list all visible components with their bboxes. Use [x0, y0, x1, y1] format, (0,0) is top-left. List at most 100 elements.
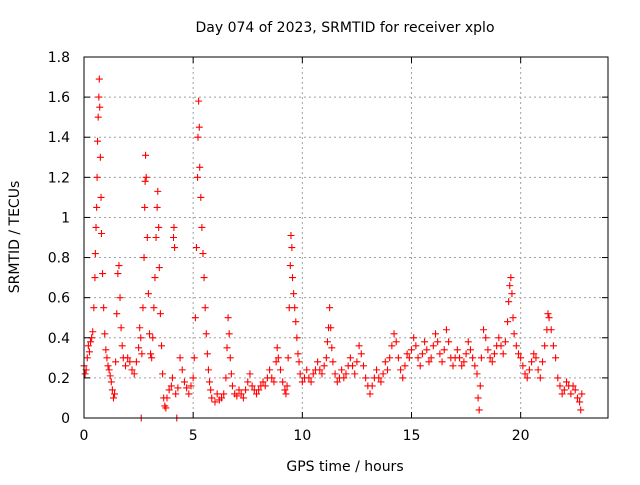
y-axis-label: SRMTID / TECUs [7, 181, 23, 294]
data-point [490, 350, 498, 358]
data-point [427, 354, 435, 362]
data-point [81, 370, 89, 378]
points-layer [80, 75, 586, 422]
data-point [429, 342, 437, 350]
data-point [290, 290, 298, 298]
data-point [94, 137, 102, 145]
data-point [560, 386, 568, 394]
data-point [103, 354, 111, 362]
data-point [211, 398, 219, 406]
data-point [460, 358, 468, 366]
data-point [224, 314, 232, 322]
data-point [329, 358, 337, 366]
data-point [135, 344, 143, 352]
data-point [199, 250, 207, 258]
data-point [475, 406, 483, 414]
data-point [163, 394, 171, 402]
data-point [156, 310, 164, 318]
data-point [165, 386, 173, 394]
data-point [105, 366, 113, 374]
data-point [94, 113, 102, 121]
data-point [323, 338, 331, 346]
data-point [399, 374, 407, 382]
data-point [349, 362, 357, 370]
data-point [287, 231, 295, 239]
data-point [83, 354, 91, 362]
data-point [517, 354, 525, 362]
data-point [373, 366, 381, 374]
data-point [201, 304, 209, 312]
data-point [195, 97, 203, 105]
data-point [307, 378, 315, 386]
data-point [383, 366, 391, 374]
data-point [113, 310, 121, 318]
data-point [328, 344, 336, 352]
data-point [288, 244, 296, 252]
data-point [226, 354, 234, 362]
data-point [117, 324, 125, 332]
data-point [474, 394, 482, 402]
data-point [476, 382, 484, 390]
data-point [95, 93, 103, 101]
data-point [92, 223, 100, 231]
data-point [266, 366, 274, 374]
data-point [171, 244, 179, 252]
data-point [170, 223, 178, 231]
data-point [534, 366, 542, 374]
data-point [414, 354, 422, 362]
data-point [143, 234, 151, 241]
data-point [167, 382, 175, 390]
data-point [456, 354, 464, 362]
data-point [187, 382, 195, 390]
y-tick-label: 0.6 [48, 291, 70, 307]
data-point [192, 244, 200, 252]
data-point [375, 374, 383, 382]
data-point [362, 374, 370, 382]
x-tick-label: 0 [80, 428, 89, 444]
data-point [138, 350, 146, 358]
data-point [115, 262, 123, 270]
data-point [484, 346, 492, 354]
data-point [499, 350, 507, 358]
data-point [162, 404, 170, 412]
data-point [309, 370, 317, 378]
data-point [196, 163, 204, 171]
data-point [242, 386, 250, 394]
ticks-layer [83, 56, 608, 419]
data-point [87, 338, 95, 346]
y-tick-label: 1.2 [48, 170, 70, 186]
data-point [359, 362, 367, 370]
data-point [464, 338, 472, 346]
data-point [142, 151, 150, 159]
data-point [235, 386, 243, 394]
data-point [151, 274, 159, 282]
data-point [191, 314, 199, 322]
data-point [101, 330, 109, 338]
data-point [438, 358, 446, 366]
data-point [346, 354, 354, 362]
data-point [141, 177, 149, 185]
data-point [176, 354, 184, 362]
data-point [277, 366, 284, 374]
data-point [99, 270, 107, 278]
data-point [569, 382, 577, 390]
data-point [112, 358, 120, 366]
data-point [577, 406, 585, 414]
data-point [239, 394, 247, 402]
data-point [342, 370, 350, 378]
data-point [571, 386, 579, 394]
data-point [195, 123, 203, 131]
data-point [194, 173, 202, 181]
y-tick-label: 0.8 [48, 251, 70, 267]
data-point [150, 304, 158, 312]
data-point [174, 384, 182, 392]
data-point [552, 354, 560, 362]
data-point [381, 358, 389, 366]
data-point [539, 358, 546, 366]
data-point [556, 382, 564, 390]
data-point [114, 270, 122, 278]
x-tick-label: 20 [512, 428, 530, 444]
data-point [421, 338, 429, 346]
data-point [368, 382, 376, 390]
